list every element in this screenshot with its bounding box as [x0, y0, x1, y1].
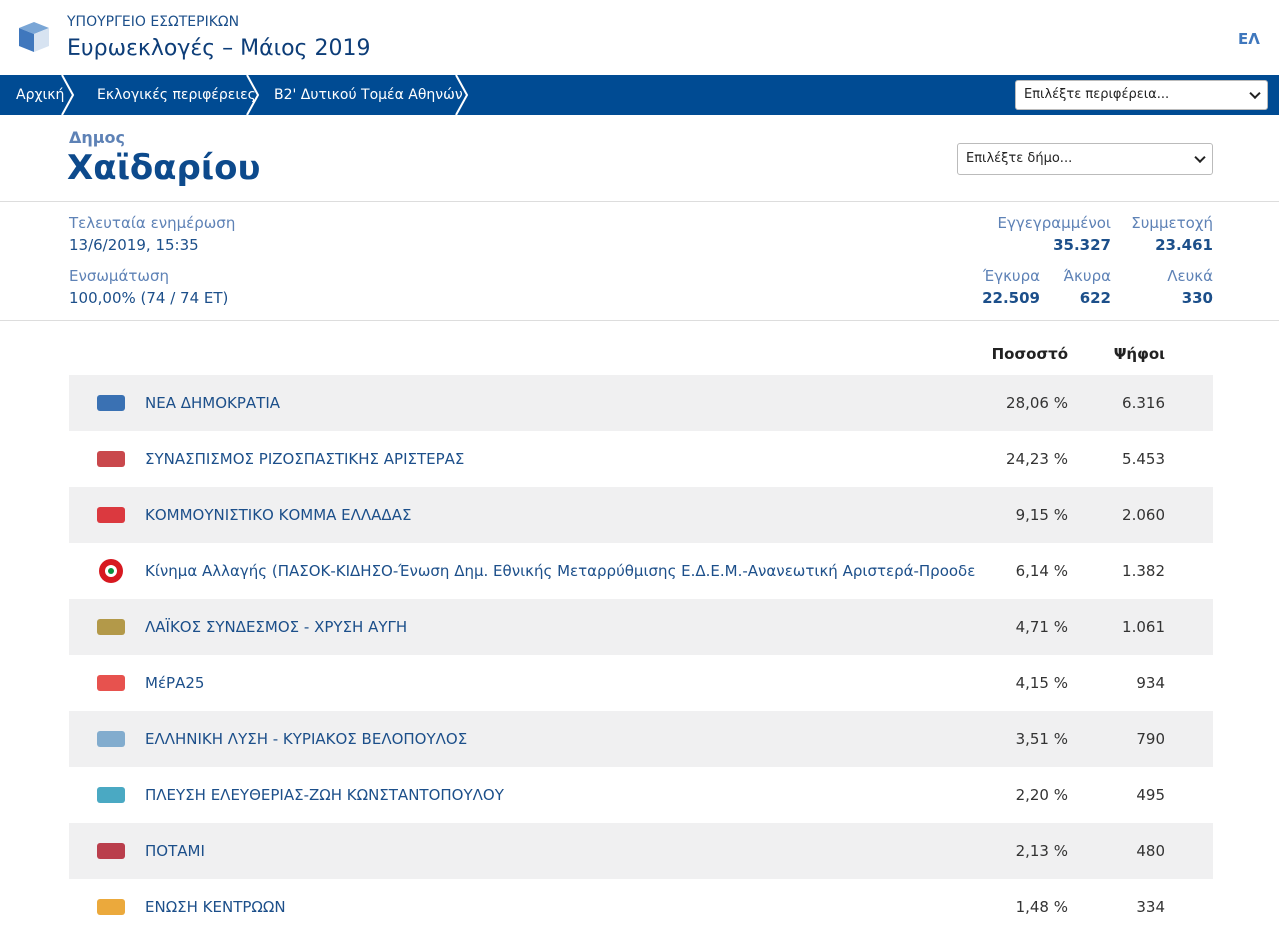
result-row: ΜέΡΑ25 4,15 % 934	[69, 655, 1213, 711]
municipality-select[interactable]: Επιλέξτε δήμο...	[957, 143, 1213, 175]
party-logo	[97, 451, 125, 467]
stat-label: Εγγεγραμμένοι	[997, 214, 1111, 232]
breadcrumb[interactable]: Εκλογικές περιφέρειες	[97, 87, 256, 103]
column-header: Ποσοστό	[991, 345, 1068, 363]
logo-icon	[19, 22, 49, 52]
stat-label: Λευκά	[1167, 267, 1213, 285]
party-name: ΕΝΩΣΗ ΚΕΝΤΡΩΩΝ	[145, 898, 286, 916]
stat-value: 35.327	[1053, 236, 1111, 254]
percent: 3,51 %	[1015, 730, 1068, 748]
party-name: ΕΛΛΗΝΙΚΗ ΛΥΣΗ - ΚΥΡΙΑΚΟΣ ΒΕΛΟΠΟΥΛΟΣ	[145, 730, 468, 748]
party-name: ΠΟΤΑΜΙ	[145, 842, 205, 860]
party-name: ΜέΡΑ25	[145, 674, 205, 692]
municipality-name: Χαϊδαρίου	[67, 148, 261, 188]
divider	[0, 320, 1279, 321]
stat-value: 622	[1079, 289, 1111, 307]
result-row: ΚΟΜΜΟΥΝΙΣΤΙΚΟ ΚΟΜΜΑ ΕΛΛΑΔΑΣ 9,15 % 2.060	[69, 487, 1213, 543]
votes: 1.382	[1122, 562, 1165, 580]
votes: 934	[1136, 674, 1165, 692]
language[interactable]: ΕΛ	[1238, 30, 1260, 48]
votes: 5.453	[1122, 450, 1165, 468]
party-name: ΣΥΝΑΣΠΙΣΜΟΣ ΡΙΖΟΣΠΑΣΤΙΚΗΣ ΑΡΙΣΤΕΡΑΣ	[145, 450, 465, 468]
result-row: ΣΥΝΑΣΠΙΣΜΟΣ ΡΙΖΟΣΠΑΣΤΙΚΗΣ ΑΡΙΣΤΕΡΑΣ 24,23…	[69, 431, 1213, 487]
percent: 1,48 %	[1015, 898, 1068, 916]
stat-label: Έγκυρα	[983, 267, 1040, 285]
votes: 495	[1136, 786, 1165, 804]
party-name: ΠΛΕΥΣΗ ΕΛΕΥΘΕΡΙΑΣ-ΖΩΗ ΚΩΝΣΤΑΝΤΟΠΟΥΛΟΥ	[145, 786, 504, 804]
result-row: ΠΟΤΑΜΙ 2,13 % 480	[69, 823, 1213, 879]
breadcrumb[interactable]: Αρχική	[16, 87, 65, 103]
divider	[0, 201, 1279, 202]
stat-value: 100,00% (74 / 74 ΕΤ)	[69, 289, 229, 307]
party-logo	[97, 675, 125, 691]
stat-value: 22.509	[982, 289, 1040, 307]
stat-label: Ενσωμάτωση	[69, 267, 169, 285]
party-logo	[97, 507, 125, 523]
percent: 2,13 %	[1015, 842, 1068, 860]
party-name: ΚΟΜΜΟΥΝΙΣΤΙΚΟ ΚΟΜΜΑ ΕΛΛΑΔΑΣ	[145, 506, 412, 524]
party-logo	[99, 559, 123, 583]
party-name: ΝΕΑ ΔΗΜΟΚΡΑΤΙΑ	[145, 394, 281, 412]
party-logo	[97, 395, 125, 411]
result-row: ΝΕΑ ΔΗΜΟΚΡΑΤΙΑ 28,06 % 6.316	[69, 375, 1213, 431]
percent: 24,23 %	[1006, 450, 1068, 468]
percent: 2,20 %	[1015, 786, 1068, 804]
site-title: Ευρωεκλογές – Μάιος 2019	[67, 36, 371, 61]
party-name: ΛΑΪΚΟΣ ΣΥΝΔΕΣΜΟΣ - ΧΡΥΣΗ ΑΥΓΗ	[145, 618, 408, 636]
percent: 28,06 %	[1006, 394, 1068, 412]
breadcrumb[interactable]: Β2' Δυτικού Τομέα Αθηνών	[274, 87, 463, 103]
party-logo	[97, 787, 125, 803]
votes: 2.060	[1122, 506, 1165, 524]
party-logo	[97, 899, 125, 915]
percent: 9,15 %	[1015, 506, 1068, 524]
votes: 6.316	[1122, 394, 1165, 412]
stat-label: Άκυρα	[1063, 267, 1111, 285]
party-logo	[97, 619, 125, 635]
result-row: ΠΛΕΥΣΗ ΕΛΕΥΘΕΡΙΑΣ-ΖΩΗ ΚΩΝΣΤΑΝΤΟΠΟΥΛΟΥ 2,2…	[69, 767, 1213, 823]
breadcrumb-separators	[61, 75, 469, 115]
stat-label: Τελευταία ενημέρωση	[69, 214, 236, 232]
party-name: Κίνημα Αλλαγής (ΠΑΣΟΚ-ΚΙΔΗΣΟ-Ένωση Δημ. …	[145, 562, 975, 580]
column-header: Ψήφοι	[1113, 345, 1165, 363]
votes: 790	[1136, 730, 1165, 748]
ministry: ΥΠΟΥΡΓΕΙΟ ΕΣΩΤΕΡΙΚΩΝ	[67, 14, 240, 30]
percent: 6,14 %	[1015, 562, 1068, 580]
party-logo	[97, 843, 125, 859]
breadcrumb-bar: Αρχική Εκλογικές περιφέρειες Β2' Δυτικού…	[0, 75, 1279, 115]
result-row: ΛΑΪΚΟΣ ΣΥΝΔΕΣΜΟΣ - ΧΡΥΣΗ ΑΥΓΗ 4,71 % 1.061	[69, 599, 1213, 655]
region-select[interactable]: Επιλέξτε περιφέρεια...	[1015, 80, 1268, 110]
party-logo	[97, 731, 125, 747]
result-row: Κίνημα Αλλαγής (ΠΑΣΟΚ-ΚΙΔΗΣΟ-Ένωση Δημ. …	[69, 543, 1213, 599]
votes: 1.061	[1122, 618, 1165, 636]
stat-label: Συμμετοχή	[1131, 214, 1213, 232]
header: ΥΠΟΥΡΓΕΙΟ ΕΣΩΤΕΡΙΚΩΝ Ευρωεκλογές – Μάιος…	[0, 0, 1279, 75]
stat-value: 330	[1181, 289, 1213, 307]
votes: 334	[1136, 898, 1165, 916]
result-row: ΕΛΛΗΝΙΚΗ ΛΥΣΗ - ΚΥΡΙΑΚΟΣ ΒΕΛΟΠΟΥΛΟΣ 3,51 …	[69, 711, 1213, 767]
stat-value: 23.461	[1155, 236, 1213, 254]
municipality-label: Δημος	[69, 128, 126, 147]
stat-value: 13/6/2019, 15:35	[69, 236, 199, 254]
votes: 480	[1136, 842, 1165, 860]
result-row: ΕΝΩΣΗ ΚΕΝΤΡΩΩΝ 1,48 % 334	[69, 879, 1213, 935]
percent: 4,71 %	[1015, 618, 1068, 636]
percent: 4,15 %	[1015, 674, 1068, 692]
